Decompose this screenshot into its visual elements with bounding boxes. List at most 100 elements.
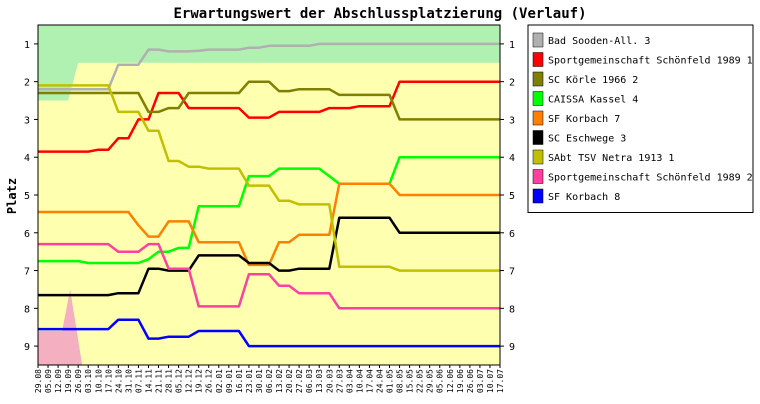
series-line-5 bbox=[38, 182, 500, 267]
y-tick-label-left: 3 bbox=[24, 115, 30, 126]
series-line-4 bbox=[38, 155, 500, 265]
y-axis-label: Platz bbox=[5, 178, 19, 214]
x-tick-label: 02.01 bbox=[215, 369, 224, 393]
legend-label: SF Korbach 7 bbox=[548, 114, 620, 125]
x-tick-label: 17.04 bbox=[365, 369, 374, 393]
bottom-band bbox=[38, 289, 83, 365]
x-tick-label: 06.02 bbox=[265, 369, 274, 393]
x-tick-label: 08.05 bbox=[396, 369, 405, 393]
legend-swatch bbox=[532, 130, 544, 145]
y-tick-label-right: 7 bbox=[509, 267, 515, 278]
plot-area bbox=[38, 25, 500, 365]
legend-label: SC Eschwege 3 bbox=[548, 134, 626, 145]
y-tick-label-left: 4 bbox=[24, 153, 30, 164]
series-line-2 bbox=[38, 80, 500, 153]
x-tick-label: 17.10 bbox=[104, 369, 113, 393]
x-tick-label: 23.01 bbox=[245, 369, 254, 393]
x-tick-label: 29.05 bbox=[426, 369, 435, 393]
x-tick-label: 05.06 bbox=[436, 369, 445, 393]
x-tick-label: 06.03 bbox=[305, 369, 314, 393]
x-tick-label: 10.10 bbox=[94, 369, 103, 393]
y-tick-label-right: 6 bbox=[509, 229, 515, 240]
y-tick-label-left: 8 bbox=[24, 304, 30, 315]
y-tick-label-right: 1 bbox=[509, 40, 515, 51]
legend-swatch bbox=[532, 52, 544, 67]
x-tick-label: 03.10 bbox=[84, 369, 93, 393]
series-line-6 bbox=[38, 216, 500, 297]
legend-label: Bad Sooden-All. 3 bbox=[548, 36, 650, 47]
x-tick-label: 27.02 bbox=[295, 369, 304, 393]
x-tick-label: 22.05 bbox=[416, 369, 425, 393]
y-tick-label-left: 2 bbox=[24, 78, 30, 89]
legend-swatch bbox=[532, 149, 544, 165]
y-tick-label-left: 9 bbox=[24, 342, 30, 353]
x-tick-label: 17.07 bbox=[496, 369, 505, 393]
x-tick-label: 30.01 bbox=[255, 369, 264, 393]
x-tick-label: 01.05 bbox=[386, 369, 395, 393]
series-line-1 bbox=[38, 42, 500, 91]
legend-swatch bbox=[532, 188, 544, 204]
y-tick-label-left: 5 bbox=[24, 191, 30, 202]
x-tick-label: 24.04 bbox=[375, 369, 384, 393]
x-tick-label: 19.06 bbox=[456, 369, 465, 393]
x-tick-label: 29.08 bbox=[34, 369, 43, 393]
x-tick-label: 05.09 bbox=[44, 369, 53, 393]
y-tick-label-right: 2 bbox=[509, 78, 515, 89]
x-tick-label: 03.07 bbox=[476, 369, 485, 393]
x-tick-label: 12.09 bbox=[54, 369, 63, 393]
legend: Bad Sooden-All. 3 Sportgemeinschaft Schön… bbox=[527, 24, 754, 213]
x-tick-label: 12.12 bbox=[185, 369, 194, 393]
legend-label: SF Korbach 8 bbox=[548, 192, 620, 203]
x-tick-label: 07.11 bbox=[134, 369, 143, 393]
y-tick-label-right: 5 bbox=[509, 191, 515, 202]
x-tick-label: 20.03 bbox=[325, 369, 334, 393]
y-tick-label-left: 6 bbox=[24, 229, 30, 240]
x-tick-label: 10.07 bbox=[486, 369, 495, 393]
x-tick-label: 13.03 bbox=[315, 369, 324, 393]
x-tick-label: 19.09 bbox=[64, 369, 73, 393]
x-tick-label: 27.03 bbox=[335, 369, 344, 393]
y-tick-label-right: 9 bbox=[509, 342, 515, 353]
x-tick-label: 20.02 bbox=[285, 369, 294, 393]
x-tick-label: 13.02 bbox=[275, 369, 284, 393]
x-tick-label: 24.10 bbox=[114, 369, 123, 393]
series-line-7 bbox=[38, 84, 500, 272]
legend-label: SAbt TSV Netra 1913 1 bbox=[548, 153, 674, 164]
legend-label: Sportgemeinschaft Schönfeld 1989 2 bbox=[548, 173, 753, 184]
legend-swatch bbox=[532, 110, 544, 126]
chart-title: Erwartungswert der Abschlussplatzierung … bbox=[173, 6, 586, 22]
x-tick-label: 16.01 bbox=[235, 369, 244, 393]
x-tick-label: 26.06 bbox=[466, 369, 475, 393]
x-tick-label: 31.10 bbox=[124, 369, 133, 393]
legend-swatch bbox=[532, 169, 544, 184]
series-line-8 bbox=[38, 242, 500, 310]
x-tick-label: 14.11 bbox=[144, 369, 153, 393]
y-tick-label-right: 8 bbox=[509, 304, 515, 315]
x-tick-label: 21.11 bbox=[155, 369, 164, 393]
x-tick-label: 28.11 bbox=[165, 369, 174, 393]
x-tick-label: 12.06 bbox=[446, 369, 455, 393]
legend-swatch bbox=[532, 71, 544, 87]
legend-swatch bbox=[532, 32, 544, 48]
x-tick-label: 05.12 bbox=[175, 369, 184, 393]
x-tick-label: 26.12 bbox=[205, 369, 214, 393]
legend-swatch bbox=[532, 91, 544, 106]
series-line-9 bbox=[38, 318, 500, 348]
legend-label: Sportgemeinschaft Schönfeld 1989 1 bbox=[548, 56, 753, 67]
legend-box bbox=[527, 24, 754, 213]
y-tick-label-right: 3 bbox=[509, 115, 515, 126]
x-tick-label: 03.04 bbox=[345, 369, 354, 393]
x-tick-label: 10.04 bbox=[355, 369, 364, 393]
legend-label: CAISSA Kassel 4 bbox=[548, 95, 638, 106]
x-tick-label: 19.12 bbox=[195, 369, 204, 393]
y-tick-label-left: 1 bbox=[24, 40, 30, 51]
y-tick-label-right: 4 bbox=[509, 153, 515, 164]
series-line-3 bbox=[38, 80, 500, 121]
x-tick-label: 09.01 bbox=[225, 369, 234, 393]
axes: 1 12 23 34 45 56 67 78 89 929.08 05.09 12.09 19.09 26… bbox=[24, 24, 515, 393]
x-tick-label: 26.09 bbox=[74, 369, 83, 393]
y-tick-label-left: 7 bbox=[24, 267, 30, 278]
x-tick-label: 15.05 bbox=[406, 369, 415, 393]
